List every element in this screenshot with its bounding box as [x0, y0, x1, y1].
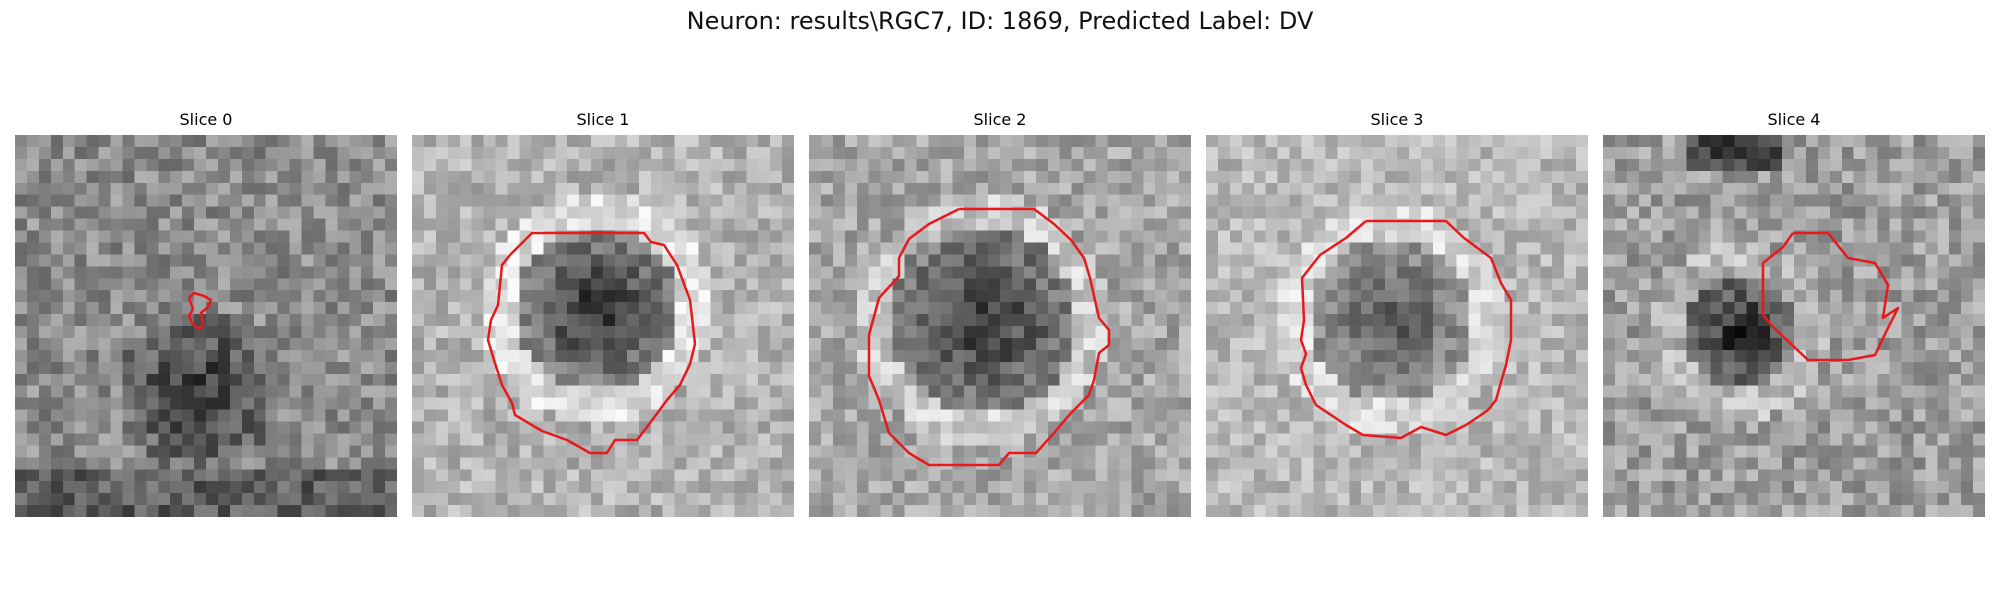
slice-image-0 [15, 135, 397, 517]
roi-contour-0 [187, 291, 213, 331]
slice-image-4 [1603, 135, 1985, 517]
roi-contour-4 [1761, 231, 1900, 362]
slice-image-2 [809, 135, 1191, 517]
figure-title: Neuron: results\RGC7, ID: 1869, Predicte… [686, 7, 1314, 35]
slice-title-2: Slice 2 [973, 110, 1027, 129]
slice-title-3: Slice 3 [1370, 110, 1424, 129]
slice-panel-1: Slice 1 [412, 110, 794, 517]
slice-panel-4: Slice 4 [1603, 110, 1985, 517]
slice-title-0: Slice 0 [179, 110, 233, 129]
grayscale-image-3 [1206, 135, 1588, 517]
grayscale-image-4 [1603, 135, 1985, 517]
slice-panel-2: Slice 2 [809, 110, 1191, 517]
slice-title-1: Slice 1 [576, 110, 630, 129]
slice-image-3 [1206, 135, 1588, 517]
slice-panel-0: Slice 0 [15, 110, 397, 517]
slice-panel-3: Slice 3 [1206, 110, 1588, 517]
roi-contour-1 [486, 231, 697, 455]
slice-title-4: Slice 4 [1767, 110, 1821, 129]
slice-image-1 [412, 135, 794, 517]
roi-contour-3 [1299, 219, 1513, 440]
grayscale-image-0 [15, 135, 397, 517]
roi-contour-2 [867, 207, 1111, 467]
